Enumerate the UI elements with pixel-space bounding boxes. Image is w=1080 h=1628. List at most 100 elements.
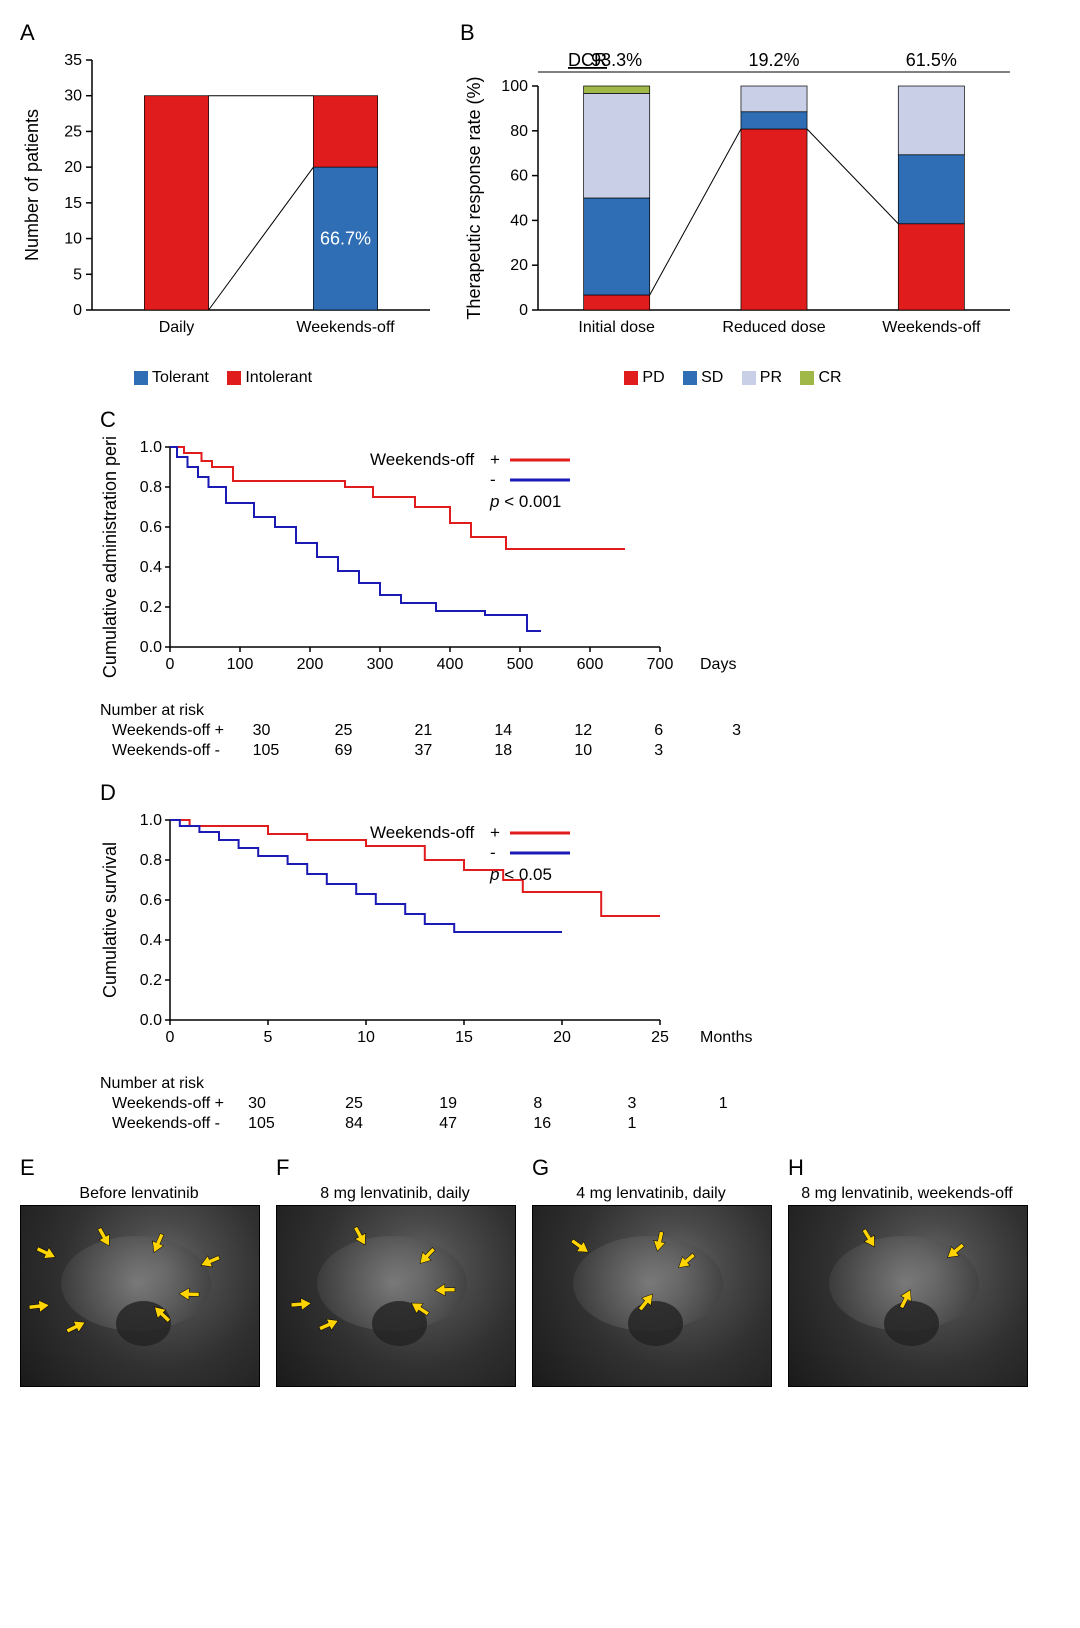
svg-text:35: 35 [64,52,82,69]
ct-title: 8 mg lenvatinib, weekends-off [788,1185,1026,1203]
svg-text:Days: Days [700,656,736,673]
svg-text:0.6: 0.6 [140,519,162,536]
svg-text:1.0: 1.0 [140,812,162,829]
svg-text:Weekends-off: Weekends-off [296,319,395,336]
ct-image [276,1205,516,1387]
svg-text:0.4: 0.4 [140,932,162,949]
svg-text:p < 0.001: p < 0.001 [489,492,561,511]
svg-text:60: 60 [510,168,528,185]
svg-text:400: 400 [437,656,464,673]
panel-b-chart: 0 20 40 60 80 100 Therapeutic response rate (%… [460,50,1020,370]
svg-text:200: 200 [297,656,324,673]
svg-text:-: - [490,843,496,862]
svg-text:p < 0.05: p < 0.05 [489,865,552,884]
svg-text:19.2%: 19.2% [748,50,799,70]
svg-text:0: 0 [519,302,528,319]
svg-text:300: 300 [367,656,394,673]
svg-text:15: 15 [455,1029,473,1046]
svg-text:10: 10 [357,1029,375,1046]
svg-text:15: 15 [64,195,82,212]
svg-text:+: + [490,823,500,842]
ct-image [532,1205,772,1387]
panel-h-label: H [788,1155,1026,1181]
panel-g-label: G [532,1155,770,1181]
lesion-arrow-icon [292,1291,314,1313]
legend-pd: PD [642,369,664,386]
svg-text:Weekends-off: Weekends-off [370,450,475,469]
svg-text:700: 700 [647,656,674,673]
svg-text:0.2: 0.2 [140,972,162,989]
svg-text:0.4: 0.4 [140,559,162,576]
panel-c-risk-table: Number at riskWeekends-off +302521141263… [100,702,800,762]
svg-text:93.3%: 93.3% [591,50,642,70]
panel-c-label: C [100,407,800,433]
legend-sq-intolerant [227,371,241,385]
panel-b-label: B [460,20,1020,46]
svg-text:Months: Months [700,1029,752,1046]
svg-text:100: 100 [501,78,528,95]
svg-text:30: 30 [64,88,82,105]
svg-text:80: 80 [510,123,528,140]
lesion-arrow-icon [36,1239,63,1266]
svg-text:Cumulative survival: Cumulative survival [100,842,120,998]
svg-text:0.6: 0.6 [140,892,162,909]
legend-intolerant: Intolerant [245,369,312,386]
svg-text:5: 5 [264,1029,273,1046]
legend-pr: PR [760,369,782,386]
svg-text:Number of patients: Number of patients [22,109,42,261]
svg-text:-: - [490,470,496,489]
panel-a-label: A [20,20,440,46]
legend-sq-pr [742,371,756,385]
svg-text:600: 600 [577,656,604,673]
svg-text:Initial dose: Initial dose [578,319,655,336]
panel-e-label: E [20,1155,258,1181]
legend-sq-cr [800,371,814,385]
legend-sq-pd [624,371,638,385]
svg-text:0.2: 0.2 [140,599,162,616]
svg-text:500: 500 [507,656,534,673]
svg-text:0: 0 [73,302,82,319]
svg-text:20: 20 [510,257,528,274]
svg-text:0.0: 0.0 [140,639,162,656]
svg-text:+: + [490,450,500,469]
ct-title: 4 mg lenvatinib, daily [532,1185,770,1203]
svg-text:66.7%: 66.7% [320,229,371,249]
svg-text:20: 20 [64,159,82,176]
ct-title: 8 mg lenvatinib, daily [276,1185,514,1203]
svg-text:0.8: 0.8 [140,852,162,869]
svg-text:Weekends-off: Weekends-off [370,823,475,842]
ct-image-row: E Before lenvatinib F 8 mg lenvatinib, d… [20,1155,1060,1387]
legend-tolerant: Tolerant [152,369,209,386]
lesion-arrow-icon [433,1282,454,1303]
svg-text:Therapeutic response rate (%): Therapeutic response rate (%) [464,76,484,319]
panel-a-chart: 0 5 10 15 20 25 30 35 Number of patients Daily Wee… [20,50,440,370]
svg-text:100: 100 [227,656,254,673]
legend-cr: CR [818,369,841,386]
panel-d-chart: 0.0 0.2 0.4 0.6 0.8 1.0 0 5 10 15 20 25 Cumulative s… [100,810,800,1070]
svg-text:0: 0 [166,1029,175,1046]
panel-f-label: F [276,1155,514,1181]
svg-text:0.0: 0.0 [140,1012,162,1029]
lesion-arrow-icon [649,1232,673,1256]
panel-c-chart: 0.0 0.2 0.4 0.6 0.8 1.0 0 100 200 300 400 500 600 700… [100,437,800,697]
svg-text:Reduced dose: Reduced dose [722,319,825,336]
svg-text:10: 10 [64,231,82,248]
svg-text:0.8: 0.8 [140,479,162,496]
svg-text:5: 5 [73,266,82,283]
panel-d-risk-table: Number at riskWeekends-off +302519831Wee… [100,1075,800,1135]
svg-text:Weekends-off: Weekends-off [882,319,981,336]
svg-text:Cumulative administration peri: Cumulative administration period [100,437,120,678]
svg-text:1.0: 1.0 [140,439,162,456]
legend-sq-tolerant [134,371,148,385]
svg-text:Daily: Daily [159,319,195,336]
svg-text:25: 25 [651,1029,669,1046]
svg-text:25: 25 [64,123,82,140]
legend-sq-sd [683,371,697,385]
ct-title: Before lenvatinib [20,1185,258,1203]
svg-text:40: 40 [510,212,528,229]
svg-text:0: 0 [166,656,175,673]
svg-text:61.5%: 61.5% [906,50,957,70]
legend-sd: SD [701,369,723,386]
ct-image [20,1205,260,1387]
svg-text:20: 20 [553,1029,571,1046]
